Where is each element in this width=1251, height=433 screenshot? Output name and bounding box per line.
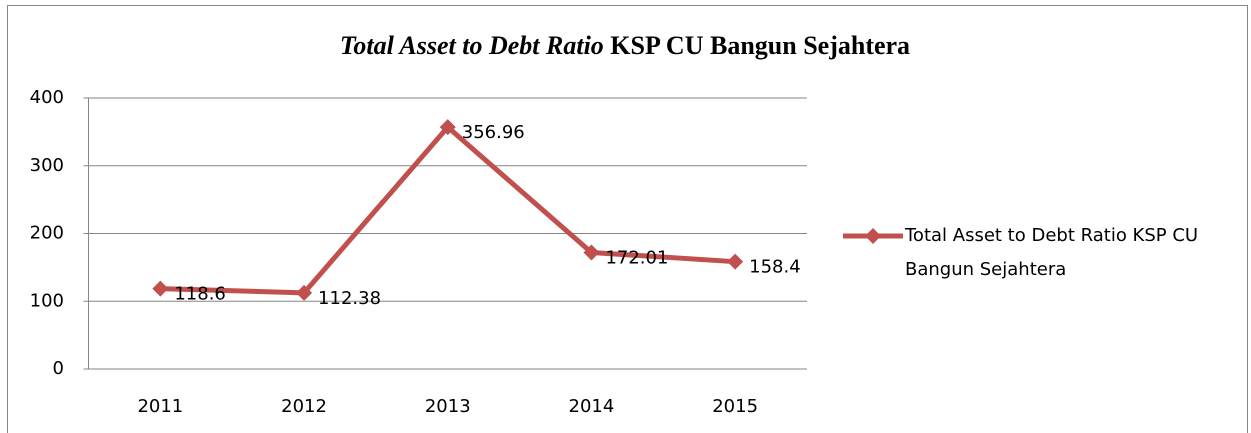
chart-frame	[7, 5, 1248, 433]
y-tick-label: 100	[30, 290, 64, 311]
point-marker	[583, 244, 600, 261]
chart-title: Total Asset to Debt Ratio KSP CU Bangun …	[340, 31, 910, 60]
x-tick-label: 2015	[712, 396, 758, 417]
x-tick-label: 2013	[425, 396, 471, 417]
point-marker	[152, 280, 169, 297]
title-italic: Total Asset to Debt Ratio	[340, 31, 604, 60]
y-tick-label: 0	[53, 358, 64, 379]
y-tick-label: 400	[30, 87, 64, 108]
x-tick-label: 2011	[137, 396, 183, 417]
data-label: 158.4	[749, 257, 801, 278]
point-marker	[727, 253, 744, 270]
title-bold: KSP CU Bangun Sejahtera	[610, 31, 910, 60]
legend-label-line: Bangun Sejahtera	[905, 259, 1066, 280]
data-label: 118.6	[174, 284, 226, 305]
point-marker	[296, 284, 313, 301]
x-tick-label: 2014	[569, 396, 615, 417]
y-tick-label: 200	[30, 223, 64, 244]
data-label: 112.38	[318, 288, 381, 309]
data-label: 356.96	[462, 122, 525, 143]
legend-marker	[865, 228, 881, 244]
data-label: 172.01	[605, 247, 668, 268]
y-tick-label: 300	[30, 155, 64, 176]
x-tick-label: 2012	[281, 396, 327, 417]
point-marker	[439, 119, 456, 136]
legend-label-line: Total Asset to Debt Ratio KSP CU	[904, 225, 1198, 246]
legend-label: Total Asset to Debt Ratio KSP CU Bangun S…	[904, 225, 1198, 280]
